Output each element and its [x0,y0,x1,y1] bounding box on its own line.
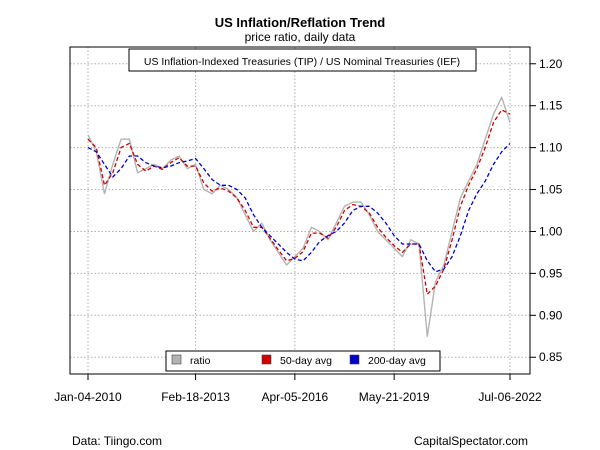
footer-credit: CapitalSpectator.com [414,434,528,448]
chart-subtitle: price ratio, daily data [245,30,356,44]
grid-lines [70,47,530,374]
x-tick-label: May-21-2019 [359,390,430,404]
series-line-50-day-avg [87,109,511,295]
legend-swatch [261,354,272,365]
y-tick-label: 1.00 [539,224,563,238]
y-tick-label: 0.85 [539,350,563,364]
legend-swatch [171,354,182,365]
x-tick-label: Feb-18-2013 [161,390,230,404]
axes: 0.85 0.90 0.95 1.00 1.05 1.10 1.15 1.20 Jan-04-2… [54,57,562,404]
x-tick-label: Jul-06-2022 [478,390,542,404]
series-line-ratio [87,96,511,337]
y-tick-label: 1.15 [539,99,563,113]
y-tick-label: 0.95 [539,266,563,280]
annotation-box [128,48,477,72]
series-line-200-day-avg [87,142,511,273]
y-tick-label: 1.10 [539,141,563,155]
legend-label: ratio [190,355,211,367]
plot-border [69,46,531,375]
legend-label: 200-day avg [368,355,426,367]
legend: ratio 50-day avg 200-day avg [165,350,441,372]
x-tick-label: Jan-04-2010 [54,390,122,404]
legend-swatch [349,354,360,365]
legend-box [165,350,441,372]
y-tick-label: 0.90 [539,308,563,322]
footer-source: Data: Tiingo.com [72,434,162,448]
y-tick-label: 1.20 [539,57,563,71]
y-tick-label: 1.05 [539,183,563,197]
chart-title: US Inflation/Reflation Trend [215,15,386,30]
annotation-text: US Inflation-Indexed Treasuries (TIP) / … [144,56,460,68]
series-lines [87,96,511,337]
x-tick-label: Apr-05-2016 [262,390,329,404]
legend-label: 50-day avg [280,355,332,367]
